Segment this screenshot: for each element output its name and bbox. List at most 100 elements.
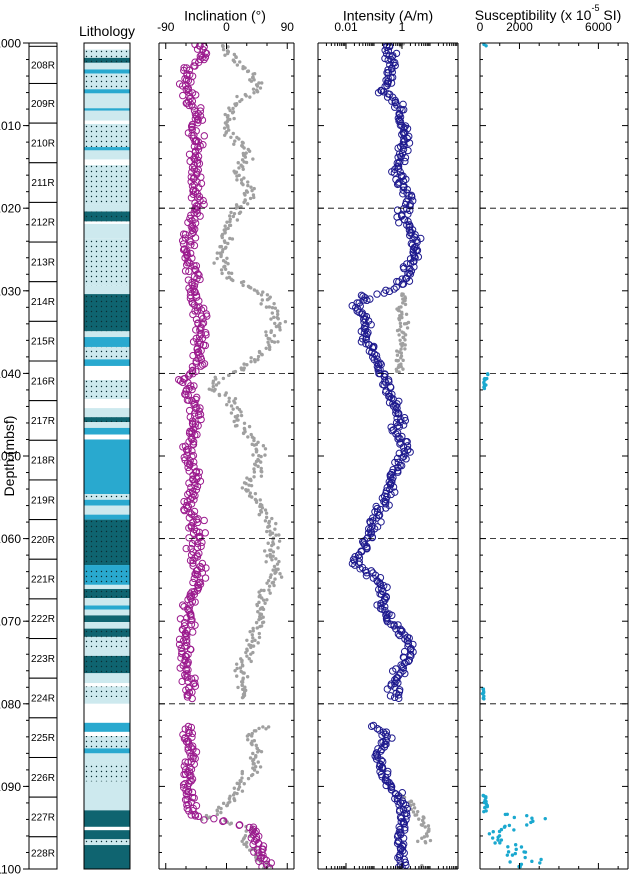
data-point (393, 404, 401, 412)
data-point (252, 186, 256, 191)
data-point (251, 453, 255, 457)
data-point (241, 676, 245, 680)
data-point (191, 621, 199, 629)
lithology-unit (84, 565, 130, 570)
data-point (228, 214, 232, 218)
susceptibility-title-sup: -5 (591, 3, 599, 13)
data-point (194, 116, 202, 124)
data-point (259, 510, 264, 514)
data-point (369, 343, 378, 352)
data-point (217, 393, 222, 398)
data-point (391, 679, 399, 688)
lithology-unit (84, 422, 130, 428)
data-point (228, 219, 232, 224)
data-point (180, 497, 188, 506)
data-point (200, 816, 208, 824)
data-point (211, 381, 215, 385)
data-point (245, 190, 250, 194)
data-point (187, 771, 195, 780)
lithology-frame (83, 42, 131, 870)
data-point (267, 859, 275, 867)
data-point (506, 850, 511, 854)
data-point (265, 864, 274, 869)
data-point (244, 842, 248, 847)
data-point (223, 267, 228, 271)
data-point (401, 200, 410, 209)
data-point (482, 385, 486, 389)
depth-tick-label: 1100 (0, 863, 21, 876)
data-point (266, 340, 270, 344)
data-point (393, 206, 402, 214)
data-point (186, 294, 195, 303)
data-point (259, 352, 264, 356)
data-point (247, 643, 251, 647)
data-point (230, 111, 235, 115)
lithology-unit-pattern (84, 238, 130, 286)
lithology-unit (84, 89, 130, 94)
data-point (401, 153, 410, 162)
data-point (175, 635, 184, 644)
data-point (239, 680, 244, 684)
data-point (395, 694, 403, 703)
data-point (240, 839, 244, 843)
data-point (192, 395, 200, 404)
data-point (235, 674, 239, 678)
core-box (28, 717, 58, 758)
data-point (235, 218, 240, 222)
core-label: 212R (31, 218, 55, 229)
data-point (403, 442, 412, 450)
data-point (221, 47, 226, 52)
data-point (185, 467, 193, 475)
data-point (403, 124, 412, 133)
data-point (388, 64, 396, 72)
data-point (268, 552, 272, 557)
depth-tick-label: 1010 (0, 119, 21, 133)
data-point (275, 309, 280, 313)
data-point (232, 116, 236, 121)
data-point (266, 725, 271, 729)
data-point (252, 470, 257, 474)
data-point (275, 312, 280, 317)
data-point (397, 461, 406, 470)
data-point (404, 217, 412, 226)
lithology-unit (84, 62, 130, 70)
data-point (250, 734, 254, 738)
data-point (401, 341, 405, 346)
data-point (220, 817, 228, 825)
lithology-unit (84, 439, 130, 494)
core-label: 228R (31, 848, 55, 859)
data-point (416, 809, 420, 814)
core-box (28, 320, 58, 362)
data-point (426, 824, 431, 828)
data-point (400, 264, 408, 273)
data-point (223, 112, 227, 117)
data-point (233, 171, 237, 175)
data-point (187, 211, 195, 219)
data-point (231, 106, 235, 111)
data-point (235, 791, 239, 796)
data-point (401, 358, 405, 363)
data-point (261, 598, 266, 602)
core-label: 223R (31, 654, 55, 665)
data-point (414, 253, 423, 261)
data-point (223, 246, 228, 250)
data-point (253, 638, 257, 643)
data-point (231, 214, 236, 219)
data-point (394, 433, 402, 441)
depth-tick-label: 1070 (0, 615, 21, 629)
data-point (183, 782, 192, 791)
data-point (245, 638, 249, 643)
data-point (240, 158, 245, 162)
data-point (232, 786, 237, 790)
data-point (410, 252, 418, 261)
data-point (414, 813, 419, 817)
data-point (192, 127, 200, 135)
data-point (278, 321, 282, 326)
data-point (491, 829, 495, 834)
data-point (184, 218, 192, 227)
data-point (416, 839, 420, 844)
data-point (403, 333, 408, 337)
data-point (394, 164, 403, 173)
data-point (508, 860, 512, 864)
core-label: 216R (31, 376, 55, 387)
